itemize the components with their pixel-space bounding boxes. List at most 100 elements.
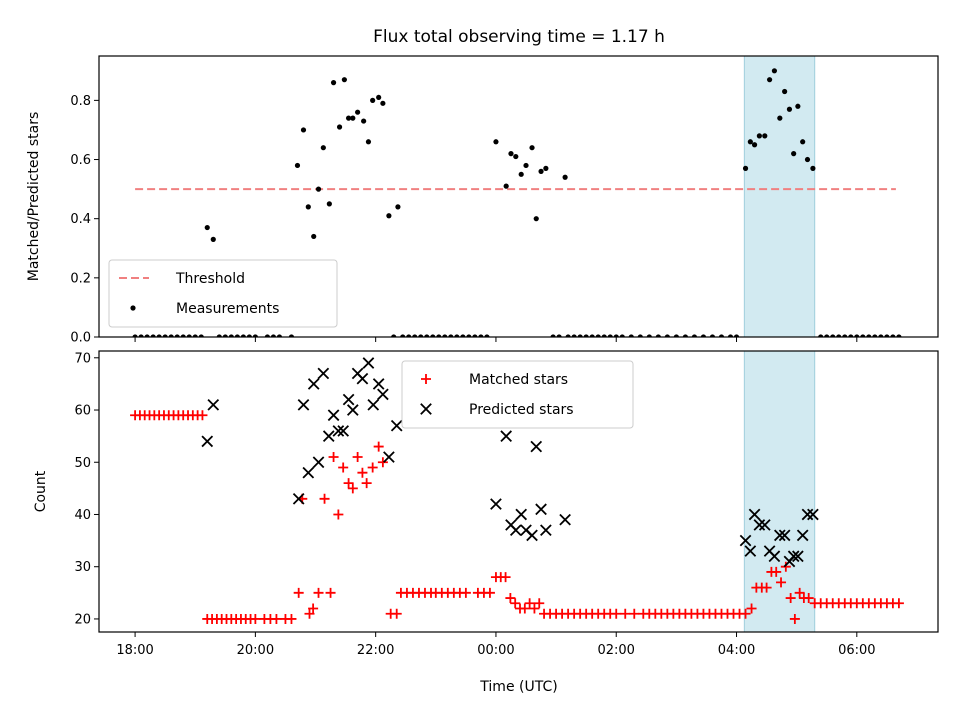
measurement-point xyxy=(216,334,222,337)
matched-star-point xyxy=(803,593,814,604)
matched-star-point xyxy=(789,613,800,624)
measurement-point xyxy=(836,334,842,337)
matched-star-point xyxy=(529,603,540,614)
matched-star-point xyxy=(505,593,516,604)
panel-frame xyxy=(98,55,939,338)
measurement-point xyxy=(424,334,430,337)
measurement-point xyxy=(270,334,277,337)
matched-star-point xyxy=(304,608,315,619)
measurement-point xyxy=(370,97,376,103)
x-tick-label: 22:00 xyxy=(357,643,394,658)
y-tick-label: 0.4 xyxy=(70,212,91,227)
measurement-point xyxy=(700,334,707,337)
predicted-star-point xyxy=(390,419,403,432)
measurement-point xyxy=(365,139,372,145)
observing-window-span xyxy=(743,350,816,633)
measurement-point xyxy=(400,334,406,337)
measurement-point xyxy=(330,80,337,86)
legend-swatch-predicted xyxy=(420,403,432,415)
predicted-star-point xyxy=(346,404,359,416)
matched-star-point xyxy=(286,613,297,624)
predicted-star-point xyxy=(758,519,771,531)
predicted-star-point xyxy=(332,425,345,437)
measurement-point xyxy=(240,334,246,337)
predicted-star-point xyxy=(377,388,389,401)
measurement-point xyxy=(795,103,801,109)
measurement-point xyxy=(766,77,773,83)
measurement-point xyxy=(345,115,352,121)
measurement-point xyxy=(395,204,401,210)
measurement-point xyxy=(565,334,571,337)
x-tick-label: 02:00 xyxy=(597,643,634,658)
measurement-point xyxy=(320,145,326,151)
legend-swatch-measurements xyxy=(130,305,136,311)
predicted-star-point xyxy=(302,466,315,479)
measurement-point xyxy=(751,142,758,148)
y-tick-label: 60 xyxy=(74,404,91,419)
measurement-point xyxy=(386,213,392,219)
predicted-star-point xyxy=(207,398,220,411)
measurement-point xyxy=(150,334,156,337)
x-tick-label: 18:00 xyxy=(116,643,153,658)
measurement-point xyxy=(742,165,749,171)
matched-star-point xyxy=(776,577,787,588)
legend-box xyxy=(108,259,338,328)
measurement-point xyxy=(198,334,204,337)
measurement-point xyxy=(762,133,768,139)
measurement-point xyxy=(355,109,361,115)
top-panel-ratio: 0.0 0.2 0.4 0.6 0.8 Matched/Predicted stars Th… xyxy=(26,55,939,346)
legend-label: Predicted stars xyxy=(469,402,574,418)
measurement-point xyxy=(234,334,240,337)
measurement-point xyxy=(866,334,872,337)
y-tick-label: 30 xyxy=(74,560,91,575)
measurement-point xyxy=(391,334,397,337)
chart-title: Flux total observing time = 1.17 h xyxy=(373,27,665,47)
measurement-point xyxy=(204,224,210,231)
matched-star-point xyxy=(357,467,368,478)
measurement-point xyxy=(472,334,478,337)
measurement-point xyxy=(436,334,442,337)
predicted-star-point xyxy=(535,503,547,516)
measurement-point xyxy=(518,171,524,177)
measurement-point xyxy=(562,174,568,180)
bottom-panel-counts: 20 30 40 50 60 70 18:00 20:00 22:00 00:00 02:00 04:… xyxy=(33,350,939,658)
x-tick-label: 04:00 xyxy=(718,643,755,658)
measurement-point xyxy=(733,334,740,337)
measurement-point xyxy=(848,334,854,337)
matched-star-point xyxy=(794,587,805,598)
measurement-point xyxy=(305,204,311,210)
measurement-point xyxy=(854,334,860,337)
matched-star-point xyxy=(328,452,339,463)
x-tick-label: 06:00 xyxy=(838,643,875,658)
measurement-point xyxy=(533,216,539,222)
measurement-point xyxy=(747,139,753,145)
measurement-point xyxy=(804,156,811,163)
predicted-star-point xyxy=(796,529,809,542)
measurement-point xyxy=(529,145,535,151)
measurement-point xyxy=(607,334,613,337)
measurement-point xyxy=(595,334,601,337)
measurement-point xyxy=(890,334,896,337)
measurement-point xyxy=(350,115,356,121)
measurement-point xyxy=(550,334,556,337)
predicted-star-point xyxy=(748,508,761,521)
measurement-point xyxy=(589,334,595,337)
matched-star-point xyxy=(761,582,772,593)
measurement-point xyxy=(830,334,836,337)
predicted-star-point xyxy=(372,378,385,390)
measurement-point xyxy=(682,334,688,337)
measurement-point xyxy=(824,334,830,337)
measurement-point xyxy=(619,334,625,337)
matched-star-point xyxy=(377,457,388,468)
measurement-point xyxy=(442,334,448,337)
measurement-point xyxy=(800,139,806,145)
predicted-star-point xyxy=(509,524,522,536)
matched-star-point xyxy=(319,493,330,504)
matched-star-point xyxy=(534,598,545,609)
measurement-point xyxy=(791,151,797,157)
measurement-point xyxy=(673,334,679,337)
matched-star-point xyxy=(460,587,471,598)
measurement-point xyxy=(543,165,549,171)
measurement-point xyxy=(246,334,252,337)
